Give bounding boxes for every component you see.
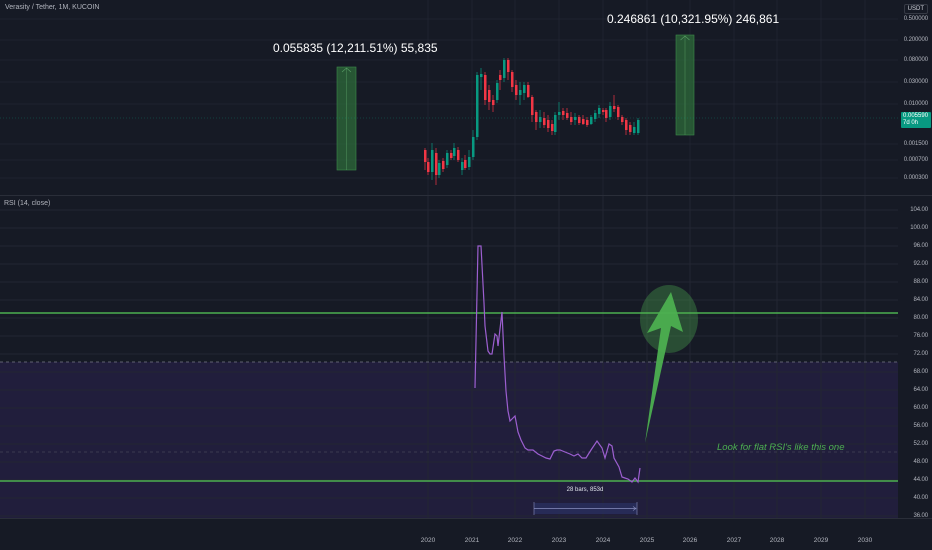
- price-tick: 0.001500: [903, 141, 928, 147]
- rsi-pane[interactable]: RSI (14, close) Look for flat RSI's like…: [0, 196, 932, 519]
- rsi-tick: 68.00: [913, 369, 928, 375]
- rsi-tick: 36.00: [913, 513, 928, 519]
- time-tick: 2029: [813, 537, 829, 544]
- price-tick: 0.500000: [903, 16, 928, 22]
- rsi-tick: 44.00: [913, 477, 928, 483]
- time-tick: 2022: [507, 537, 523, 544]
- rsi-line: [474, 245, 641, 484]
- rsi-tick: 72.00: [913, 351, 928, 357]
- time-tick: 2026: [682, 537, 698, 544]
- price-tick: 0.030000: [903, 79, 928, 85]
- rsi-tick: 52.00: [913, 441, 928, 447]
- rsi-tick: 88.00: [913, 279, 928, 285]
- rsi-plot[interactable]: [0, 196, 898, 518]
- rsi-tick: 96.00: [913, 243, 928, 249]
- rsi-tick: 104.00: [910, 207, 928, 213]
- rsi-tick: 64.00: [913, 387, 928, 393]
- rsi-tick: 48.00: [913, 459, 928, 465]
- current-price: 0.005590: [903, 113, 929, 119]
- rsi-annotation: Look for flat RSI's like this one: [717, 442, 845, 453]
- rsi-tick: 92.00: [913, 261, 928, 267]
- measurement-box-right[interactable]: [675, 34, 695, 136]
- time-tick: 2028: [769, 537, 785, 544]
- measurement-label-right: 0.246861 (10,321.95%) 246,861: [607, 12, 780, 26]
- measurement-label-left: 0.055835 (12,211.51%) 55,835: [273, 41, 438, 55]
- rsi-tick: 100.00: [910, 225, 928, 231]
- rsi-band-fill: [0, 362, 898, 518]
- price-pane[interactable]: Verasity / Tether, 1M, KUCOIN 0.055835 (…: [0, 0, 932, 195]
- price-tick: 0.010000: [903, 101, 928, 107]
- date-range-measure[interactable]: [533, 502, 638, 515]
- chart-title: Verasity / Tether, 1M, KUCOIN: [5, 4, 100, 11]
- rsi-tick: 60.00: [913, 405, 928, 411]
- candle-countdown: 7d 0h: [903, 120, 919, 126]
- time-tick: 2025: [639, 537, 655, 544]
- rsi-tick: 76.00: [913, 333, 928, 339]
- price-tick: 0.200000: [903, 37, 928, 43]
- time-tick: 2023: [551, 537, 567, 544]
- time-tick: 2027: [726, 537, 742, 544]
- rsi-axis[interactable]: 104.00 100.00 96.00 92.00 88.00 84.00 80…: [898, 196, 932, 519]
- rsi-tick: 56.00: [913, 423, 928, 429]
- time-tick: 2021: [464, 537, 480, 544]
- price-tick: 0.080000: [903, 57, 928, 63]
- time-tick: 2030: [857, 537, 873, 544]
- time-tick: 2024: [595, 537, 611, 544]
- measurement-box-left[interactable]: [336, 66, 357, 171]
- candlesticks: [424, 58, 640, 185]
- bars-range-label: 28 bars, 853d: [566, 487, 604, 493]
- time-axis[interactable]: 2020 2021 2022 2023 2024 2025 2026 2027 …: [0, 518, 932, 550]
- up-arrow-icon: [645, 292, 683, 443]
- price-plot[interactable]: [0, 0, 898, 195]
- rsi-title: RSI (14, close): [4, 200, 51, 207]
- rsi-tick: 40.00: [913, 495, 928, 501]
- rsi-tick: 84.00: [913, 297, 928, 303]
- price-tick: 0.000700: [903, 157, 928, 163]
- price-tick: 0.000300: [903, 175, 928, 181]
- pane-divider[interactable]: [0, 195, 932, 196]
- time-tick: 2020: [420, 537, 436, 544]
- price-axis[interactable]: USDT 0.500000 0.200000 0.080000 0.030000…: [898, 0, 932, 195]
- currency-button[interactable]: USDT: [903, 4, 928, 14]
- current-price-tag: 0.005590 7d 0h: [901, 112, 931, 128]
- rsi-tick: 80.00: [913, 315, 928, 321]
